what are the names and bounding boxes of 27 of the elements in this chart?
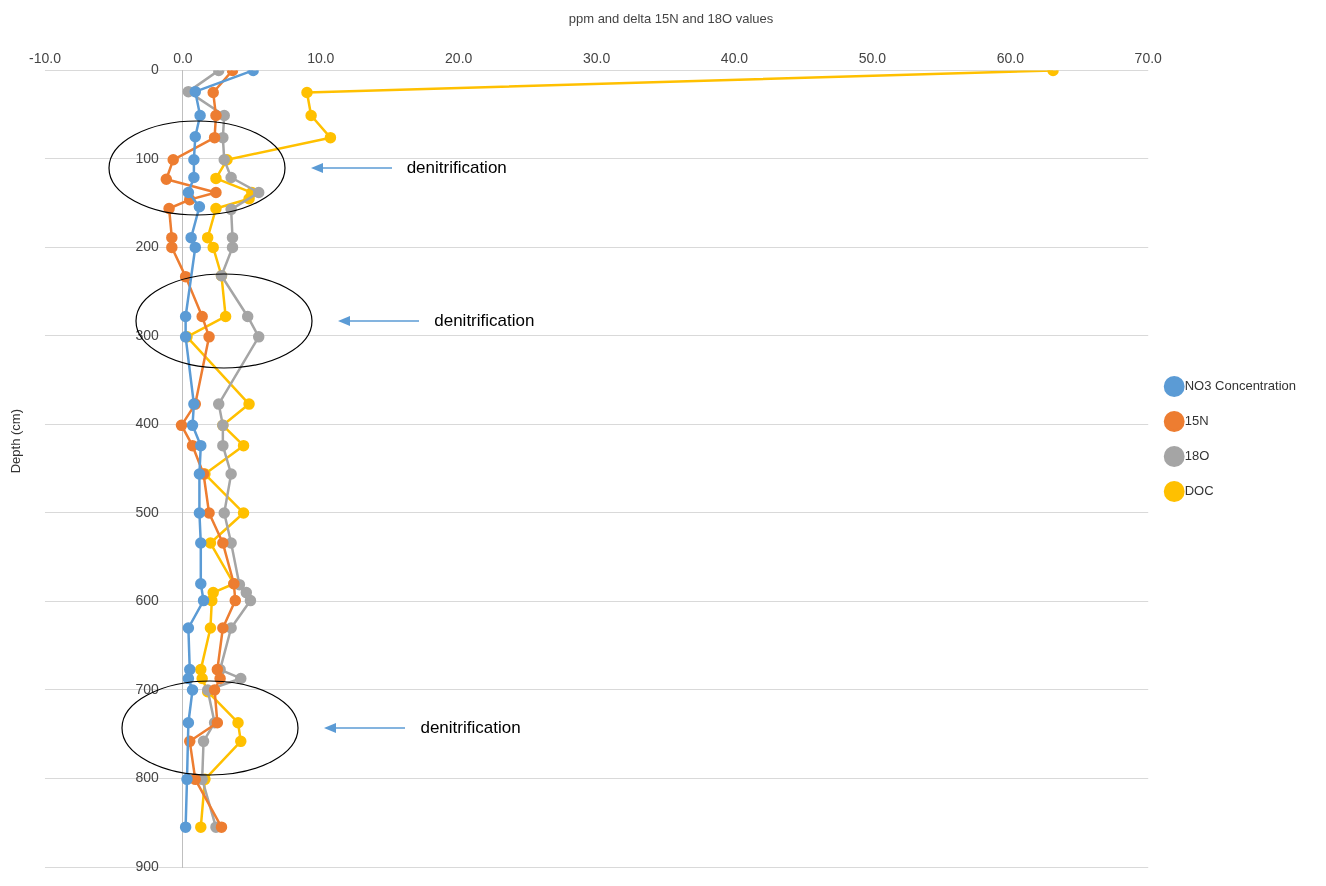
y-tick-label: 200: [135, 238, 160, 255]
y-tick-label: 0: [151, 61, 160, 78]
y-tick-label: 400: [135, 415, 160, 432]
y-axis-title: Depth (cm): [8, 408, 24, 474]
x-tick-label: 20.0: [445, 49, 473, 66]
y-tick-label: 500: [135, 503, 160, 520]
legend-label: NO3 Concentration: [1184, 378, 1296, 394]
y-tick-label: 100: [135, 149, 160, 166]
annotation: denitrification: [434, 309, 535, 332]
x-tick-label: 0.0: [173, 49, 193, 66]
x-tick-label: 70.0: [1134, 49, 1163, 66]
x-tick-label: 50.0: [858, 49, 887, 66]
y-tick-label: 600: [135, 592, 160, 609]
legend-label: DOC: [1184, 483, 1214, 499]
legend-label: 15N: [1184, 413, 1209, 429]
x-tick-label: 40.0: [720, 49, 749, 66]
x-tick-label: 30.0: [582, 49, 611, 66]
legend-label: 18O: [1184, 448, 1210, 464]
x-tick-label: -10.0: [28, 49, 62, 66]
annotation: denitrification: [406, 157, 507, 180]
y-tick-label: 800: [135, 769, 160, 786]
y-tick-label: 900: [135, 857, 160, 874]
x-tick-label: 60.0: [996, 49, 1025, 66]
x-tick-label: 10.0: [307, 49, 335, 66]
chart-title: ppm and delta 15N and 18O values: [568, 11, 774, 27]
y-tick-label: 700: [135, 680, 160, 697]
annotation: denitrification: [420, 717, 521, 740]
